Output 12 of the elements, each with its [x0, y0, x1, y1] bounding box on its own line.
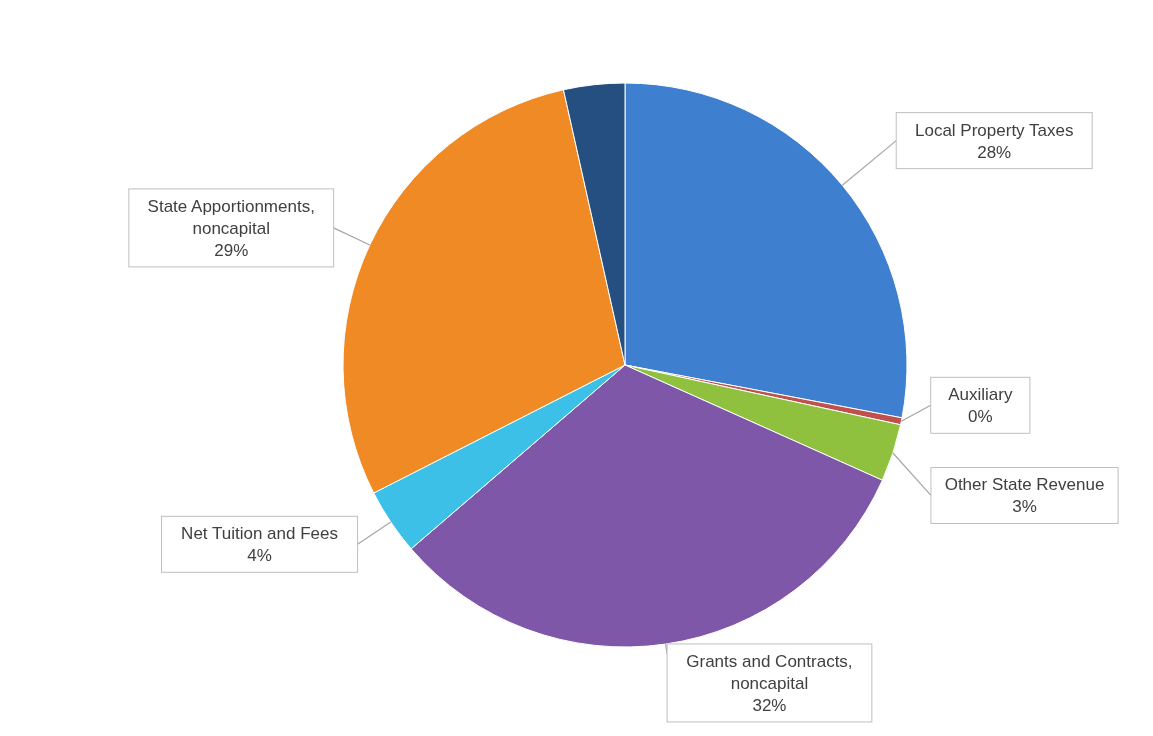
slice-label: Grants and Contracts, noncapital: [686, 651, 853, 693]
slice-label: Net Tuition and Fees: [181, 524, 338, 544]
data-label: 0%: [968, 407, 993, 427]
data-label: 3%: [1012, 497, 1037, 517]
slice-label: Other State Revenue: [944, 475, 1105, 495]
slice-label: State Apportionments, noncapital: [147, 196, 315, 238]
data-label: 29%: [214, 240, 249, 260]
data-label: 4%: [247, 546, 272, 566]
data-label: 28%: [977, 142, 1012, 162]
slice-label: Local Property Taxes: [915, 120, 1074, 140]
slice-label: Auxiliary: [948, 385, 1013, 405]
data-label: 32%: [752, 695, 787, 715]
